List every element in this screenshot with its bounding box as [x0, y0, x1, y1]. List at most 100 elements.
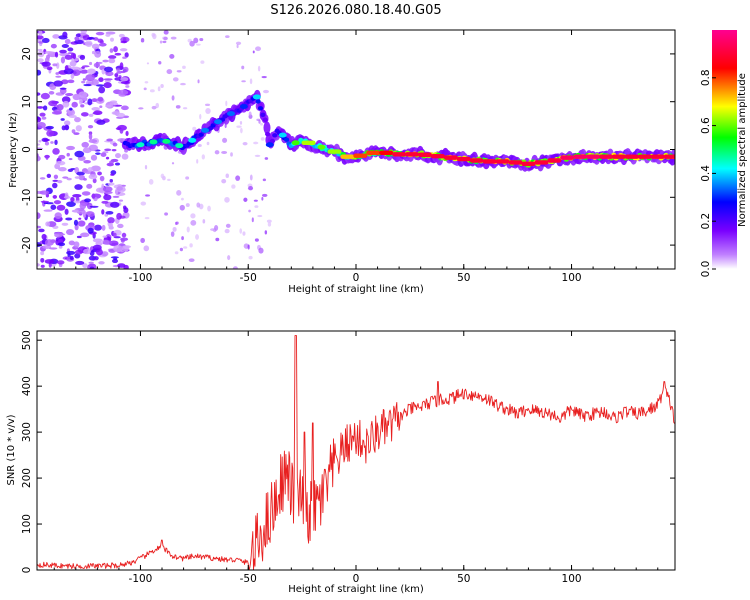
colorbar: 0.0 0.2 0.4 0.6 0.8 Normalized spectral ampl… — [700, 30, 748, 277]
heatmap-noise-cell — [85, 211, 95, 218]
heatmap-noise-cell — [262, 193, 268, 197]
heatmap-noise-cell — [39, 177, 46, 180]
heatmap-peak-cell — [340, 154, 355, 159]
heatmap-noise-cell — [251, 217, 254, 223]
heatmap-noise-cell — [61, 96, 71, 104]
heatmap-peak-cell — [443, 155, 458, 160]
heatmap-noise-cell — [206, 141, 210, 146]
heatmap-noise-cell — [110, 37, 114, 42]
heatmap-noise-cell — [179, 247, 184, 252]
colorbar-tick-label: 0.6 — [700, 117, 712, 134]
heatmap-noise-cell — [55, 72, 60, 75]
snr-series-line — [37, 335, 675, 570]
heatmap-noise-cell — [61, 79, 69, 85]
heatmap-noise-cell — [146, 62, 150, 65]
heatmap-noise-cell — [113, 257, 118, 261]
heatmap-noise-cell — [104, 148, 112, 152]
heatmap-noise-cell — [225, 35, 230, 39]
heatmap-noise-cell — [225, 223, 231, 228]
heatmap-ridge-cell — [262, 117, 268, 123]
heatmap-noise-cell — [52, 63, 58, 67]
spectrogram-xtick-label: -50 — [240, 272, 257, 284]
heatmap-noise-cell — [38, 228, 45, 233]
heatmap-peak-cell — [252, 94, 261, 100]
heatmap-ridge-cell — [260, 112, 266, 118]
heatmap-noise-cell — [89, 205, 99, 208]
heatmap-noise-cell — [91, 107, 100, 111]
heatmap-noise-cell — [73, 209, 79, 213]
heatmap-noise-cell — [101, 251, 109, 257]
heatmap-noise-cell — [85, 74, 95, 82]
heatmap-noise-cell — [155, 102, 160, 109]
heatmap-noise-cell — [152, 33, 157, 40]
heatmap-noise-cell — [44, 51, 54, 54]
heatmap-noise-cell — [85, 40, 93, 47]
heatmap-noise-cell — [242, 231, 246, 236]
heatmap-noise-cell — [88, 144, 98, 152]
heatmap-noise-cell — [92, 112, 101, 115]
heatmap-peak-cell — [508, 160, 523, 165]
heatmap-noise-cell — [42, 245, 52, 250]
heatmap-peak-cell — [663, 154, 675, 159]
heatmap-peak-cell — [327, 149, 342, 154]
heatmap-noise-cell — [189, 243, 193, 248]
colorbar-tick-label: 0.0 — [700, 261, 712, 278]
heatmap-noise-cell — [170, 36, 177, 40]
heatmap-noise-cell — [174, 251, 179, 255]
heatmap-noise-cell — [37, 225, 42, 229]
heatmap-noise-cell — [144, 165, 148, 170]
heatmap-noise-cell — [197, 143, 202, 147]
heatmap-noise-cell — [109, 240, 119, 247]
heatmap-noise-cell — [40, 257, 45, 263]
heatmap-noise-cell — [87, 125, 94, 129]
heatmap-noise-cell — [118, 33, 125, 38]
heatmap-noise-cell — [39, 112, 46, 117]
heatmap-noise-cell — [171, 95, 175, 101]
heatmap-noise-cell — [121, 153, 129, 160]
heatmap-noise-cell — [105, 33, 111, 37]
heatmap-noise-cell — [41, 61, 51, 67]
heatmap-noise-cell — [66, 177, 72, 181]
snr-ytick-label: 0 — [21, 567, 33, 574]
colorbar-tick-label: 0.4 — [700, 165, 712, 182]
heatmap-noise-cell — [52, 182, 58, 189]
heatmap-noise-cell — [189, 40, 195, 47]
heatmap-noise-cell — [41, 233, 47, 240]
heatmap-noise-cell — [38, 30, 43, 36]
heatmap-noise-cell — [258, 247, 264, 254]
heatmap-noise-cell — [175, 221, 179, 225]
heatmap-noise-cell — [44, 259, 55, 264]
heatmap-noise-cell — [73, 241, 80, 248]
heatmap-peak-cell — [624, 154, 639, 159]
heatmap-noise-cell — [196, 202, 201, 208]
heatmap-noise-cell — [40, 92, 50, 100]
heatmap-peak-cell — [317, 144, 326, 150]
heatmap-noise-cell — [52, 34, 60, 39]
heatmap-noise-cell — [61, 44, 69, 49]
heatmap-noise-cell — [253, 199, 258, 202]
colorbar-label: Normalized spectral amplitude — [737, 73, 748, 227]
heatmap-ridge-cell — [198, 132, 204, 137]
heatmap-noise-cell — [248, 255, 253, 260]
heatmap-noise-cell — [67, 109, 76, 116]
heatmap-noise-cell — [167, 178, 171, 181]
heatmap-peak-cell — [392, 152, 407, 157]
heatmap-noise-cell — [79, 69, 89, 74]
heatmap-noise-cell — [207, 205, 211, 212]
heatmap-noise-cell — [49, 247, 58, 250]
heatmap-noise-cell — [74, 39, 84, 45]
snr-xtick-label: -50 — [240, 573, 257, 585]
heatmap-noise-cell — [255, 46, 262, 52]
heatmap-noise-cell — [55, 75, 62, 78]
heatmap-peak-cell — [291, 140, 300, 146]
heatmap-noise-cell — [101, 200, 109, 204]
heatmap-noise-cell — [140, 37, 145, 43]
heatmap-noise-cell — [79, 202, 87, 210]
heatmap-noise-cell — [192, 126, 197, 131]
heatmap-noise-cell — [101, 224, 106, 231]
heatmap-noise-cell — [199, 113, 202, 120]
heatmap-noise-cell — [224, 196, 230, 203]
heatmap-peak-cell — [201, 127, 210, 133]
heatmap-noise-cell — [254, 238, 259, 242]
